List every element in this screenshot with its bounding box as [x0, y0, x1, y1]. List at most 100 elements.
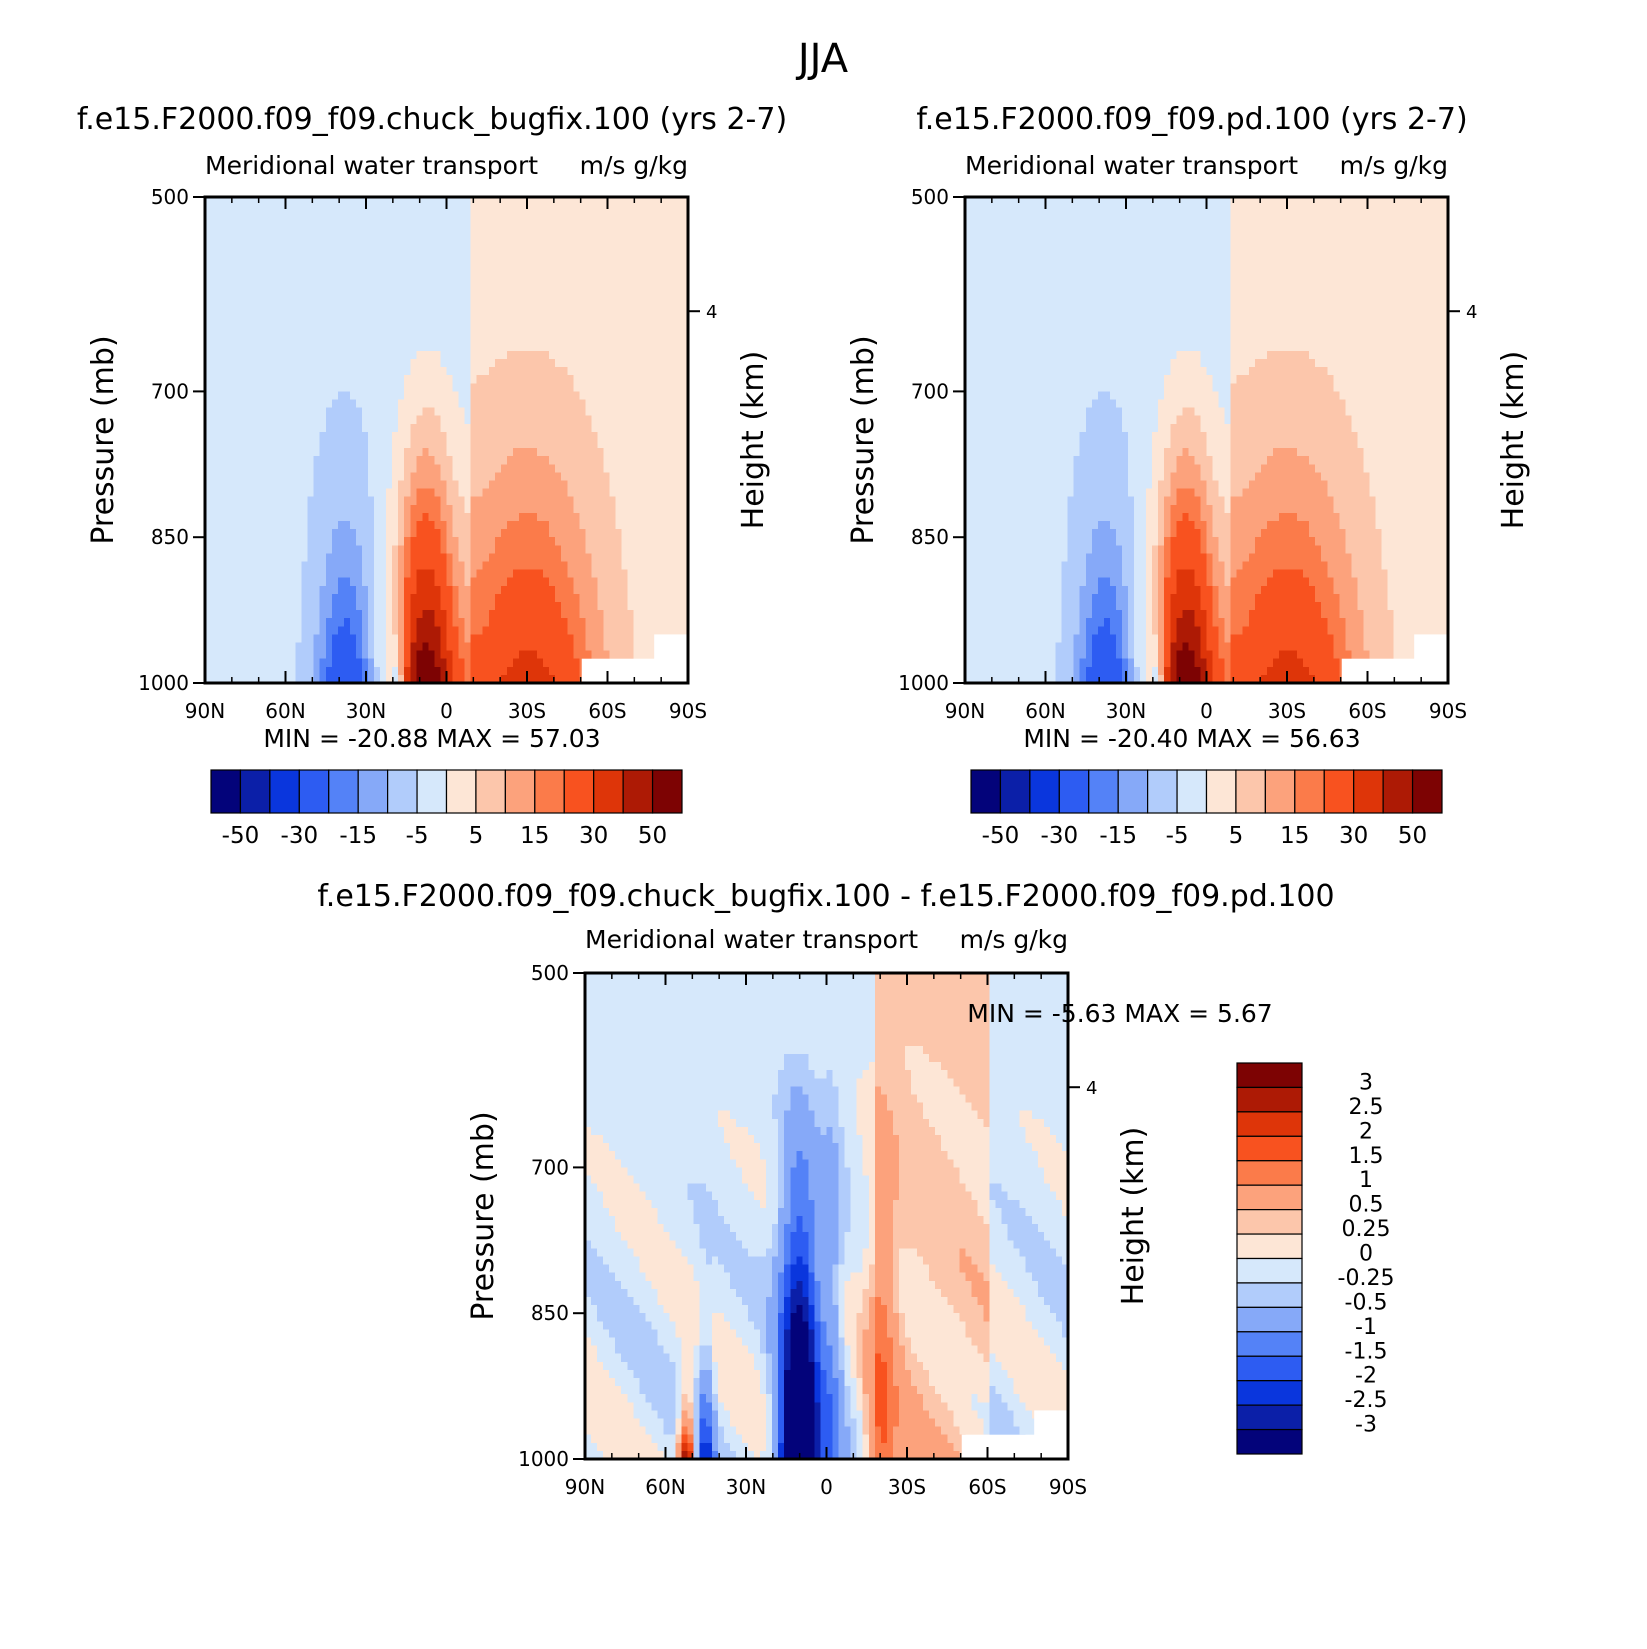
panel-1-contour-cell: [657, 553, 665, 563]
panel-1-contour-cell: [422, 423, 429, 433]
panel-1-contour-cell: [271, 326, 279, 336]
panel-1-contour-cell: [229, 602, 236, 611]
panel-1-contour-cell: [247, 407, 254, 417]
panel-1-contour-cell: [549, 658, 556, 668]
panel-1-contour-cell: [573, 480, 580, 490]
panel-1-contour-cell: [386, 480, 393, 490]
panel-1-contour-cell: [500, 383, 508, 392]
panel-1-contour-cell: [609, 326, 617, 336]
panel-1-contour-cell: [470, 642, 478, 652]
panel-1-contour-cell: [639, 237, 647, 247]
panel-1-contour-cell: [663, 521, 671, 530]
panel-1-contour-cell: [555, 423, 562, 433]
panel-1-contour-cell: [307, 302, 315, 311]
panel-2-contour-cell: [1429, 197, 1437, 206]
panel-1-contour-cell: [639, 593, 647, 603]
panel-1-contour-cell: [603, 545, 611, 554]
panel-1-contour-cell: [585, 610, 592, 619]
panel-1-contour-cell: [518, 440, 526, 449]
panel-1-contour-cell: [579, 496, 586, 506]
panel-1-contour-cell: [355, 674, 363, 684]
panel-1-contour-cell: [331, 278, 339, 287]
panel-1-contour-cell: [319, 642, 327, 652]
panel-1-contour-cell: [229, 237, 236, 247]
panel-1-contour-cell: [470, 504, 478, 514]
panel-2-contour-cell: [1055, 197, 1063, 206]
panel-1-contour-cell: [615, 367, 623, 376]
panel-1-contour-cell: [561, 642, 568, 652]
panel-1-contour-cell: [597, 367, 605, 376]
panel-1-contour-cell: [386, 561, 393, 571]
panel-1-contour-cell: [440, 569, 448, 579]
panel-1-contour-cell: [205, 269, 212, 279]
panel-1-contour-cell: [627, 472, 635, 482]
panel-1-contour-cell: [319, 650, 327, 660]
panel-1-contour-cell: [368, 537, 375, 546]
panel-1-contour-cell: [464, 553, 472, 563]
panel-2-contour-cell: [1043, 197, 1051, 206]
panel-1-contour-cell: [531, 367, 538, 376]
panel-1-contour-cell: [639, 407, 647, 417]
panel-1-contour-cell: [386, 529, 393, 538]
panel-1-contour-cell: [205, 545, 212, 554]
panel-1-contour-cell: [561, 569, 568, 579]
panel-1-contour-cell: [217, 593, 224, 603]
panel-1-contour-cell: [253, 577, 260, 587]
panel-1-contour-cell: [211, 496, 218, 506]
panel-1-contour-cell: [603, 561, 611, 571]
panel-1-contour-cell: [585, 561, 592, 571]
panel-1-contour-cell: [404, 359, 411, 368]
panel-1-contour-cell: [374, 626, 381, 635]
panel-1-contour-cell: [307, 334, 315, 344]
panel-1-contour-cell: [476, 658, 484, 668]
panel-1-contour-cell: [205, 359, 212, 368]
panel-1-contour-cell: [313, 423, 321, 433]
panel-1-contour-cell: [537, 626, 544, 635]
panel-1-contour-cell: [482, 310, 490, 320]
panel-1-contour-cell: [410, 334, 417, 344]
panel-1-contour-cell: [325, 213, 333, 222]
panel-1-contour-cell: [494, 318, 502, 328]
panel-1-contour-cell: [440, 626, 448, 635]
panel-1-contour-cell: [404, 650, 411, 660]
panel-1-contour-cell: [549, 423, 556, 433]
panel-1-contour-cell: [555, 334, 562, 344]
panel-1-contour-cell: [343, 448, 351, 457]
panel-1-contour-cell: [422, 278, 429, 287]
panel-1-contour-cell: [645, 602, 653, 611]
panel-1-contour-cell: [639, 577, 647, 587]
panel-1-contour-cell: [404, 310, 411, 320]
panel-1-contour-cell: [422, 440, 429, 449]
panel-2-contour-cell: [1393, 197, 1401, 206]
panel-1-contour-cell: [392, 423, 399, 433]
panel-1-contour-cell: [277, 221, 285, 230]
panel-1-contour-cell: [549, 245, 556, 255]
panel-1-contour-cell: [325, 504, 333, 514]
panel-1-contour-cell: [422, 504, 429, 514]
panel-1-contour-cell: [603, 618, 611, 627]
panel-1-contour-cell: [434, 375, 442, 384]
panel-2-contour-cell: [1188, 197, 1196, 206]
panel-1-contour-cell: [241, 496, 248, 506]
panel-1-contour-cell: [609, 521, 617, 530]
panel-1-contour-cell: [235, 650, 242, 660]
panel-1-contour-cell: [349, 326, 357, 336]
panel-1-contour-cell: [223, 213, 230, 222]
panel-1-contour-cell: [615, 302, 623, 311]
panel-1-contour-cell: [657, 593, 665, 603]
panel-1-contour-cell: [627, 359, 635, 368]
panel-1-contour-cell: [422, 318, 429, 328]
panel-1-contour-cell: [259, 245, 266, 255]
panel-1-contour-cell: [271, 472, 279, 482]
panel-1-contour-cell: [500, 245, 508, 255]
panel-1-contour-cell: [669, 302, 677, 311]
panel-1-contour-cell: [205, 674, 212, 684]
panel-1-contour-cell: [579, 278, 586, 287]
panel-1-contour-cell: [633, 359, 641, 368]
panel-1-contour-cell: [301, 512, 309, 522]
panel-1-contour-cell: [675, 302, 683, 311]
panel-1-contour-cell: [331, 205, 339, 214]
panel-1-contour-cell: [464, 383, 472, 392]
panel-1-contour-cell: [235, 666, 242, 676]
panel-1-contour-cell: [392, 593, 399, 603]
